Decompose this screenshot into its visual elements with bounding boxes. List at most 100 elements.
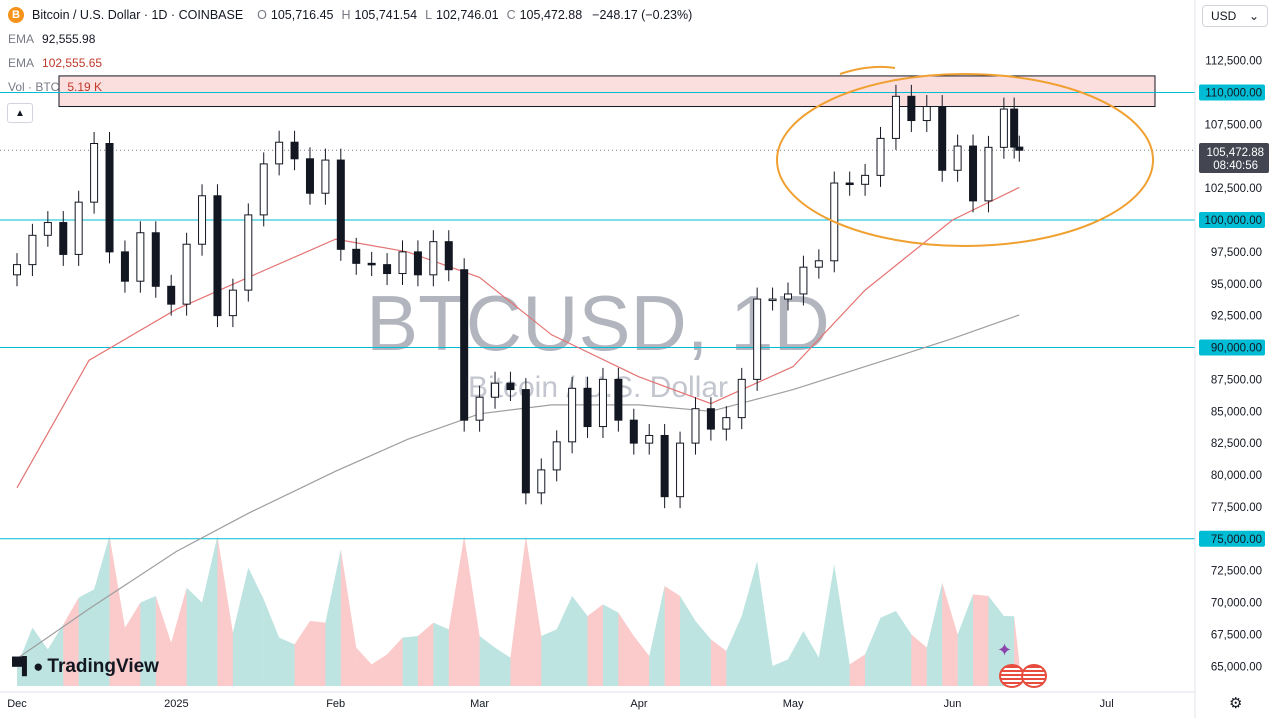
y-axis: 112,500.00110,000.00107,500.00105,000.00… [1204, 56, 1262, 674]
candle-body [845, 182, 854, 186]
candle-body [1010, 108, 1019, 148]
volume-segment [479, 636, 496, 686]
hline-label-bg [1199, 84, 1265, 101]
hline-label-bg [1199, 212, 1265, 228]
volume-segment [124, 602, 141, 686]
volume-segment [525, 536, 542, 686]
volume-segment [957, 594, 974, 686]
volume-segment [587, 604, 603, 686]
volume-segment [572, 596, 588, 686]
tv-logo-icon: ▀▍● [12, 657, 43, 676]
volume-segment [726, 616, 742, 686]
volume-segment [895, 611, 912, 686]
volume-segment [309, 621, 326, 686]
resistance-zone [58, 75, 1156, 108]
ohlc-open: 105,716.45 [270, 8, 334, 22]
volume-segment [232, 567, 249, 686]
ohlc-low: 102,746.01 [436, 8, 499, 22]
volume-segment [618, 612, 634, 686]
candle-body [398, 251, 407, 275]
candle-body [984, 146, 993, 202]
candle-body [336, 159, 345, 250]
spark-icon[interactable]: ✦ [997, 640, 1013, 660]
volume-segment [417, 622, 434, 686]
volume-segment [973, 594, 989, 686]
volume-segment [448, 536, 465, 686]
volume-segment [387, 637, 403, 686]
hline-labels: 110,000.00 100,000.00 90,000.00 75,000.00 [1199, 84, 1265, 547]
currency-selector[interactable]: USD ⌄ [1202, 5, 1268, 27]
volume-segment [633, 636, 650, 686]
candle-body [953, 145, 962, 171]
candle-body [814, 260, 823, 268]
volume-segment [155, 596, 172, 686]
volume-segment [47, 624, 64, 686]
candle-body [891, 95, 900, 139]
candle-body [537, 469, 546, 494]
candle-body [521, 389, 530, 494]
candle-body [151, 232, 160, 287]
volume-segment [772, 659, 788, 686]
candle-body [568, 387, 577, 443]
volume-segment [217, 536, 233, 686]
candle-body [722, 417, 731, 430]
candle-body [429, 241, 438, 276]
candle-body [244, 214, 253, 291]
indicator-ema-2[interactable]: EMA 102,555.65 [8, 56, 103, 70]
candle-body [691, 408, 700, 444]
candle-body [305, 158, 314, 194]
volume-segment [263, 599, 280, 686]
hline-label-bg [1199, 339, 1265, 356]
y-tick-label: 95,000.00 [1211, 279, 1262, 291]
candle-body [491, 382, 500, 398]
volume-segment [248, 567, 264, 686]
tradingview-logo[interactable]: ▀▍● TradingView [12, 656, 159, 677]
y-tick-label: 97,500.00 [1211, 247, 1262, 259]
candle-body [105, 143, 114, 253]
annotation-stroke [839, 65, 896, 75]
volume-segment [680, 596, 696, 686]
candle-body [43, 222, 52, 236]
candle-body [676, 442, 685, 498]
x-tick-label: May [783, 698, 804, 710]
candle-body [753, 298, 762, 380]
indicator-volume[interactable]: Vol · BTC 5.19 K [8, 80, 103, 94]
candle-body [13, 264, 21, 276]
candle-body [28, 234, 37, 266]
volume-segment [664, 586, 681, 686]
volume-segment [695, 621, 711, 686]
volume-segment [325, 549, 341, 686]
x-tick-label: Dec [7, 698, 27, 710]
volume-segment [788, 631, 804, 686]
candle-body [706, 408, 715, 430]
y-tick-label: 80,000.00 [1211, 470, 1262, 482]
ema-long-line [16, 314, 1020, 660]
volume-segment [340, 549, 357, 686]
symbol-title[interactable]: Bitcoin / U.S. Dollar · 1D · COINBASE [32, 8, 244, 22]
y-tick-label: 77,500.00 [1211, 502, 1262, 514]
candle-body [136, 232, 145, 282]
volume-segment [171, 587, 187, 686]
y-tick-label: 85,000.00 [1211, 406, 1262, 418]
candle-body [167, 285, 176, 305]
hline-label: 110,000.00 [1205, 88, 1262, 100]
indicator-ema-1[interactable]: EMA 92,555.98 [8, 32, 96, 46]
x-tick-label: Jul [1100, 698, 1114, 710]
candle-body [321, 159, 330, 194]
volume-segment [202, 536, 218, 686]
y-tick-label: 82,500.00 [1211, 438, 1262, 450]
events-flags[interactable] [999, 664, 1047, 688]
candle-body [583, 387, 592, 428]
collapse-indicators-button[interactable]: ▲ [7, 103, 33, 123]
candle-body [938, 106, 947, 171]
y-tick-label: 87,500.00 [1211, 374, 1262, 386]
ohlc-high: 105,741.54 [354, 8, 418, 22]
candle-body [861, 174, 870, 185]
volume-segment [602, 604, 619, 686]
x-tick-label: Mar [470, 698, 489, 710]
hline-label: 75,000.00 [1211, 534, 1262, 546]
settings-gear-icon[interactable]: ⚙ [1229, 695, 1243, 712]
volume-segment [880, 611, 896, 686]
candle-body [660, 434, 669, 498]
